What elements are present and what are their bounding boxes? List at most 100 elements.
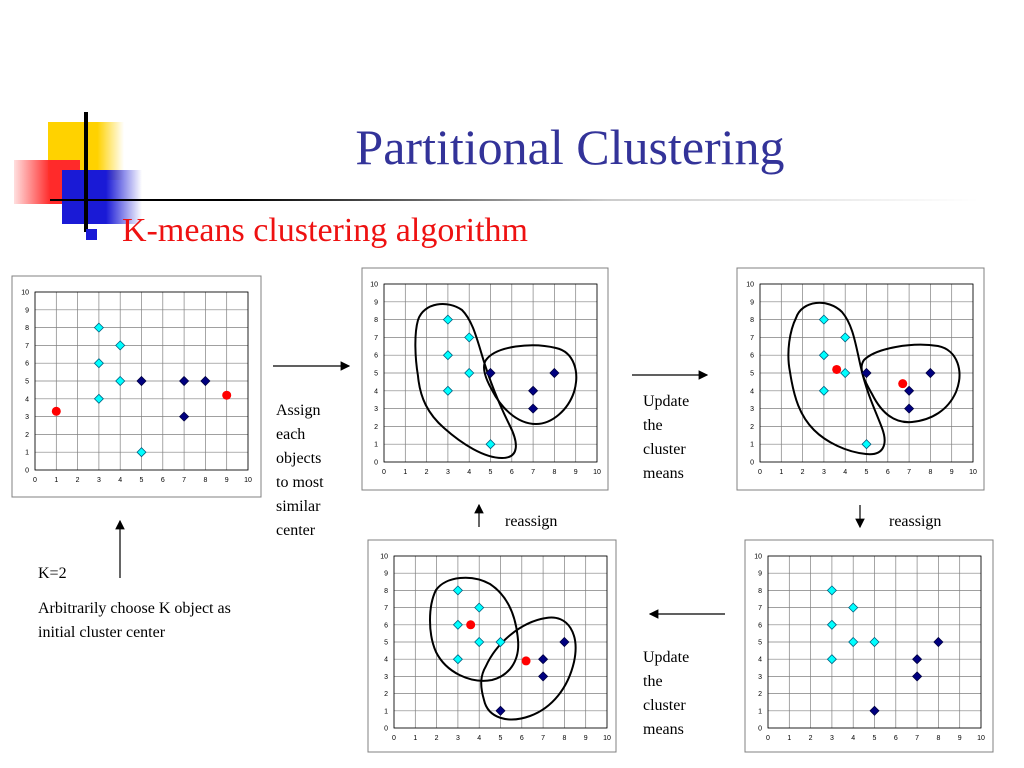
light-data-point <box>474 636 485 648</box>
dark-data-point <box>549 367 560 379</box>
slide-title: Partitional Clustering <box>355 119 785 175</box>
x-tick-label: 9 <box>950 469 954 476</box>
cluster-center-point <box>521 656 531 666</box>
y-tick-label: 2 <box>25 432 29 439</box>
cluster-outline <box>787 301 886 456</box>
x-tick-label: 8 <box>562 735 566 742</box>
x-tick-label: 8 <box>936 735 940 742</box>
x-tick-label: 1 <box>54 477 58 484</box>
y-tick-label: 9 <box>25 307 29 314</box>
x-tick-label: 9 <box>574 469 578 476</box>
dark-data-point <box>538 654 549 665</box>
dark-data-point <box>912 654 923 665</box>
scatter-chart-2: 0 1 2 3 4 5 6 7 8 9 10 0 1 2 3 4 5 6 7 8 9 10 <box>361 267 609 491</box>
y-tick-label: 10 <box>21 290 29 297</box>
light-data-point <box>93 393 104 404</box>
y-tick-label: 3 <box>25 414 29 421</box>
plot-area <box>393 555 608 729</box>
chart-frame <box>744 539 994 753</box>
x-tick-label: 10 <box>969 469 977 476</box>
light-data-point <box>869 636 880 648</box>
x-tick-label: 4 <box>851 735 855 742</box>
dark-data-point <box>495 705 506 716</box>
scatter-chart-1: 0 1 2 3 4 5 6 7 8 9 10 0 1 2 3 4 5 6 7 8 9 10 <box>11 275 262 498</box>
plot-area <box>34 291 249 471</box>
x-tick-label: 8 <box>552 469 556 476</box>
y-tick-label: 6 <box>384 622 388 629</box>
x-tick-label: 5 <box>499 735 503 742</box>
x-tick-label: 6 <box>886 469 890 476</box>
y-tick-label: 2 <box>374 424 378 431</box>
light-data-point <box>452 585 463 596</box>
cluster-outline <box>483 344 578 426</box>
slide-subtitle: K-means clustering algorithm <box>122 212 529 249</box>
y-tick-label: 5 <box>750 371 754 378</box>
x-tick-label: 7 <box>531 469 535 476</box>
update-text-line: Update <box>643 393 690 410</box>
light-data-point <box>818 385 829 396</box>
x-tick-label: 10 <box>244 477 252 484</box>
update-text-line: means <box>643 465 684 482</box>
x-tick-label: 7 <box>907 469 911 476</box>
x-tick-label: 1 <box>413 735 417 742</box>
x-tick-label: 7 <box>182 477 186 484</box>
y-tick-label: 5 <box>25 379 29 386</box>
x-tick-label: 10 <box>603 735 611 742</box>
light-data-point <box>861 439 872 450</box>
plot-area <box>383 283 598 463</box>
y-tick-label: 1 <box>384 708 388 715</box>
y-tick-label: 10 <box>746 282 754 289</box>
y-tick-label: 6 <box>374 353 378 360</box>
y-tick-label: 0 <box>384 726 388 733</box>
x-tick-label: 1 <box>779 469 783 476</box>
y-tick-label: 3 <box>758 674 762 681</box>
dark-data-point <box>485 367 496 379</box>
cluster-center-point <box>222 390 232 400</box>
x-tick-label: 5 <box>140 477 144 484</box>
dark-data-point <box>538 671 549 682</box>
dark-data-point <box>136 375 147 387</box>
y-tick-label: 7 <box>384 605 388 612</box>
decor-blue-square <box>62 170 142 224</box>
x-tick-label: 10 <box>977 735 985 742</box>
x-tick-label: 3 <box>97 477 101 484</box>
light-data-point <box>452 619 463 630</box>
arbitrary-choose-text: Arbitrarily choose K object as initial c… <box>38 600 231 641</box>
dark-data-point <box>861 367 872 379</box>
y-tick-label: 9 <box>374 299 378 306</box>
update-text-line: Update <box>643 649 690 666</box>
y-tick-label: 9 <box>758 571 762 578</box>
y-tick-label: 4 <box>374 388 378 395</box>
cluster-center-point <box>51 406 61 416</box>
x-tick-label: 2 <box>801 469 805 476</box>
reassign-label-left: reassign <box>505 513 558 530</box>
light-data-point <box>115 375 126 387</box>
y-tick-label: 9 <box>750 299 754 306</box>
dark-data-point <box>869 705 880 716</box>
x-tick-label: 0 <box>766 735 770 742</box>
x-tick-label: 7 <box>915 735 919 742</box>
y-tick-label: 8 <box>25 325 29 332</box>
update-text-bottom: Update the cluster means <box>643 646 723 742</box>
x-tick-label: 6 <box>894 735 898 742</box>
x-tick-label: 6 <box>161 477 165 484</box>
y-tick-label: 7 <box>25 343 29 350</box>
chart-frame <box>367 539 617 753</box>
y-tick-label: 8 <box>374 317 378 324</box>
light-data-point <box>826 619 837 630</box>
y-tick-label: 7 <box>750 335 754 342</box>
x-tick-label: 2 <box>809 735 813 742</box>
plot-area <box>767 555 982 729</box>
y-tick-label: 4 <box>384 657 388 664</box>
k-label: K=2 <box>38 565 67 582</box>
decor-vertical-line <box>84 112 88 232</box>
x-tick-label: 0 <box>33 477 37 484</box>
assign-text-line: center <box>276 522 316 539</box>
y-tick-label: 1 <box>758 708 762 715</box>
y-tick-label: 7 <box>374 335 378 342</box>
y-tick-label: 8 <box>384 588 388 595</box>
bullet-square-icon <box>86 229 97 240</box>
x-tick-label: 4 <box>477 735 481 742</box>
y-tick-label: 2 <box>384 691 388 698</box>
